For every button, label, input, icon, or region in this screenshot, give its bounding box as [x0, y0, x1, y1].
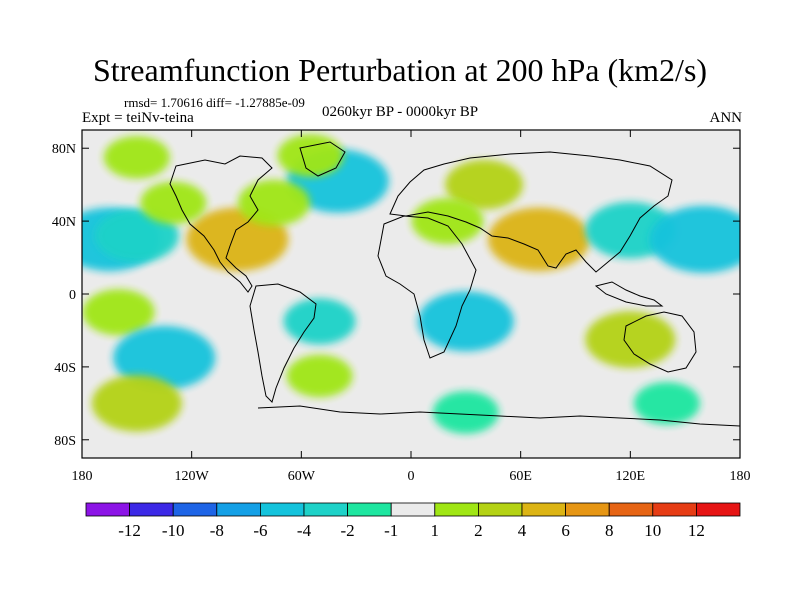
anomaly-region-19: [432, 391, 499, 434]
coast-indonesia: [594, 281, 664, 307]
map-background: [82, 130, 740, 458]
y-tick-label-3: 40S: [54, 361, 76, 376]
colorbar-swatch-5: [303, 502, 348, 517]
coast-australia: [623, 311, 697, 373]
colorbar-label-6: -1: [384, 521, 398, 540]
x-tick-label-0: 180: [72, 469, 93, 484]
colorbar-swatch-12: [608, 502, 654, 517]
colorbar-label-12: 10: [644, 521, 661, 540]
colorbar-swatch-7: [390, 502, 436, 517]
anomaly-region-18: [91, 375, 182, 432]
x-tick-label-5: 120E: [616, 469, 646, 484]
y-tick-label-1: 40N: [52, 215, 76, 230]
anomaly-region-14: [283, 298, 356, 345]
colorbar-swatch-14: [696, 502, 741, 517]
y-tick-label-4: 80S: [54, 434, 76, 449]
colorbar-swatch-4: [259, 502, 305, 517]
colorbar-swatch-11: [565, 502, 610, 517]
y-tick-label-2: 0: [69, 288, 76, 303]
x-tick-label-2: 60W: [288, 469, 316, 484]
anomaly-region-16: [585, 311, 676, 368]
colorbar-label-13: 12: [688, 521, 705, 540]
x-tick-label-3: 0: [408, 469, 415, 484]
colorbar-label-4: -4: [297, 521, 312, 540]
anomaly-region-13: [82, 289, 155, 336]
coast-south-america: [249, 283, 317, 403]
colorbar-label-3: -6: [253, 521, 267, 540]
colorbar-label-1: -10: [162, 521, 185, 540]
coast-north-america: [169, 155, 273, 293]
colorbar-swatch-13: [652, 502, 697, 517]
colorbar-swatch-9: [477, 502, 523, 517]
colorbar: -12 -10 -8 -6 -4 -2 -1 1 2 4 6 8 10 12: [85, 502, 741, 540]
anomaly-region-7: [445, 159, 524, 210]
colorbar-label-9: 4: [518, 521, 527, 540]
anomaly-region-11: [649, 205, 740, 273]
coastlines: [169, 141, 740, 427]
anomaly-region-3: [140, 181, 207, 225]
x-tick-label-1: 120W: [175, 469, 210, 484]
colorbar-label-11: 8: [605, 521, 614, 540]
coast-antarctica: [257, 405, 740, 427]
colorbar-swatch-6: [347, 502, 392, 517]
colorbar-label-5: -2: [341, 521, 355, 540]
anomaly-region-5: [277, 134, 344, 177]
colorbar-swatch-8: [434, 502, 479, 517]
anomaly-field: [82, 134, 740, 434]
plot-title: Streamfunction Perturbation at 200 hPa (…: [92, 52, 708, 88]
anomaly-region-21: [286, 354, 353, 398]
colorbar-label-2: -8: [210, 521, 224, 540]
coast-eurasia: [389, 151, 673, 273]
x-tick-label-4: 60E: [509, 469, 532, 484]
colorbar-swatch-0: [85, 502, 130, 517]
x-tick-label-6: 180: [730, 469, 751, 484]
anomaly-region-9: [487, 207, 590, 272]
y-tick-label-0: 80N: [52, 142, 76, 157]
colorbar-swatch-3: [216, 502, 261, 517]
anomaly-region-20: [633, 382, 700, 425]
map-axes: 180 120W 60W 0 60E 120E 180 80N 40N 0 40S 80S: [52, 130, 751, 484]
colorbar-swatch-1: [129, 502, 174, 517]
anomaly-region-17: [113, 326, 216, 390]
colorbar-label-7: 1: [431, 521, 440, 540]
period-text: 0260kyr BP - 0000kyr BP: [322, 104, 479, 120]
stats-text: rmsd= 1.70616 diff= -1.27885e-09: [124, 95, 305, 110]
colorbar-swatch-10: [521, 502, 566, 517]
anomaly-region-1: [94, 209, 179, 263]
anomaly-region-8: [411, 198, 484, 245]
colorbar-label-0: -12: [118, 521, 141, 540]
season-text: ANN: [709, 110, 743, 126]
colorbar-label-8: 2: [474, 521, 483, 540]
anomaly-region-15: [417, 291, 514, 352]
anomaly-region-12: [237, 179, 310, 226]
colorbar-label-10: 6: [561, 521, 570, 540]
coast-greenland: [299, 141, 346, 177]
colorbar-swatch-2: [172, 502, 218, 517]
experiment-text: Expt = teiNv-teina: [82, 110, 194, 126]
coast-africa: [377, 215, 477, 359]
anomaly-region-6: [103, 136, 170, 179]
